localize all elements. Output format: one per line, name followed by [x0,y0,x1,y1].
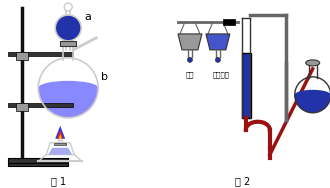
FancyBboxPatch shape [8,163,68,166]
Circle shape [187,57,192,62]
FancyBboxPatch shape [8,52,73,56]
Ellipse shape [306,60,320,66]
Polygon shape [46,143,74,155]
FancyBboxPatch shape [16,52,28,60]
FancyBboxPatch shape [54,143,66,145]
Polygon shape [57,130,63,139]
FancyBboxPatch shape [60,41,76,46]
Text: 棒棒: 棒棒 [186,72,194,78]
Polygon shape [55,126,65,139]
Text: a: a [84,12,91,22]
Text: 残留液滴: 残留液滴 [213,72,229,78]
Polygon shape [48,148,72,155]
Text: b: b [101,72,108,82]
FancyBboxPatch shape [242,53,251,118]
FancyBboxPatch shape [8,103,73,107]
FancyBboxPatch shape [16,103,28,111]
Polygon shape [59,134,62,139]
Ellipse shape [295,90,330,100]
Text: 图 1: 图 1 [50,177,66,187]
Ellipse shape [38,81,98,95]
FancyBboxPatch shape [223,19,235,25]
Text: 图 2: 图 2 [235,177,250,187]
Circle shape [64,3,72,11]
Circle shape [215,57,220,62]
FancyBboxPatch shape [8,158,68,163]
Wedge shape [38,88,98,118]
Polygon shape [206,34,230,50]
Wedge shape [295,95,330,113]
Circle shape [55,15,81,41]
Polygon shape [178,34,202,50]
